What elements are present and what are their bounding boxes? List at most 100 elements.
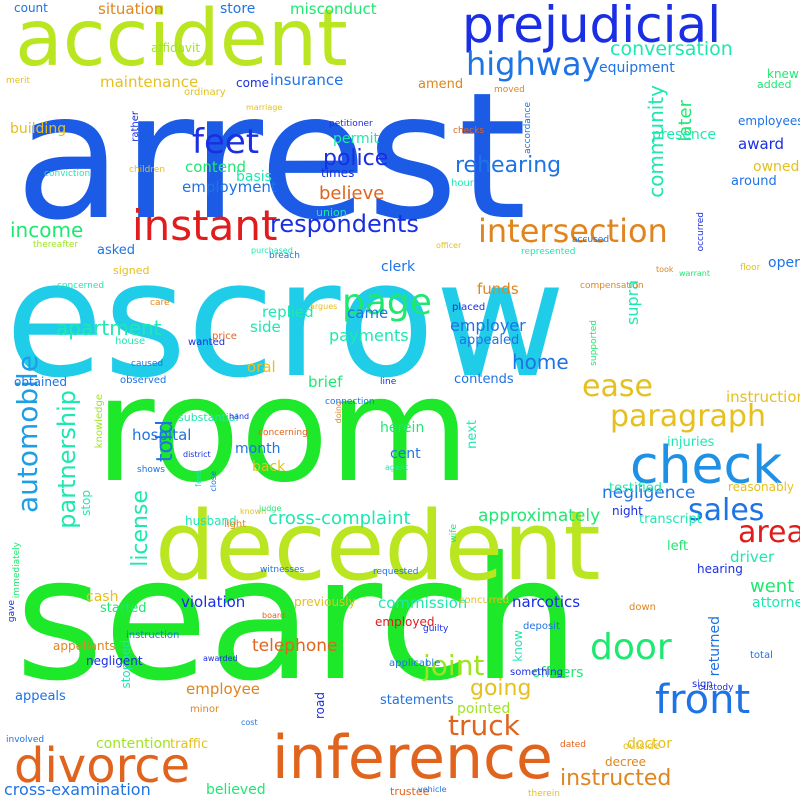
cloud-word: returned [707,616,723,677]
cloud-word: cost [241,718,258,727]
cloud-word: count [14,1,48,15]
cloud-word: intersection [478,212,668,250]
cloud-word: deposit [523,621,560,632]
cloud-word: sign [692,679,713,690]
cloud-word: vehicle [418,785,447,794]
cloud-word: union [316,206,347,219]
cloud-word: placed [452,302,486,313]
cloud-word: warrant [679,269,710,278]
cloud-word: employee [186,680,261,698]
cloud-word: operation [768,255,800,271]
cloud-word: believed [206,782,266,798]
cloud-word: wife [449,524,459,543]
cloud-word: light [224,519,247,530]
cloud-word: paragraph [610,399,766,434]
cloud-word: home [512,350,569,374]
cloud-word: accident [15,0,348,84]
cloud-word: hand [229,412,250,421]
cloud-word: substantial [178,411,239,424]
cloud-word: instructions [726,388,800,406]
cloud-word: board [262,611,286,620]
cloud-word: custody [698,683,734,693]
cloud-word: testified [609,481,663,496]
cloud-word: therein [528,789,561,799]
cloud-word: accused [572,235,610,245]
cloud-word: stop [79,490,93,516]
cloud-word: concerning [258,428,308,438]
cloud-word: connection [325,397,375,407]
cloud-word: times [321,166,355,180]
cloud-word: rehearing [455,153,562,178]
cloud-word: contention [96,736,171,752]
cloud-word: reasonably [728,480,795,494]
cloud-word: equipment [599,60,675,76]
cloud-word: started [100,601,147,616]
cloud-word: contend [185,158,247,176]
cloud-word: joint [423,649,485,682]
cloud-word: merit [6,76,31,86]
cloud-word: known [240,507,267,516]
cloud-word: insurance [270,71,344,89]
cloud-word: injuries [667,435,715,450]
cloud-word: observed [120,375,167,386]
cloud-word: search [15,521,580,719]
cloud-word: hearing [697,562,743,576]
cloud-word: store [220,1,256,17]
cloud-word: obtained [14,375,67,389]
cloud-word: permit [333,131,380,147]
cloud-word: employer [450,316,526,335]
cloud-word: conviction [44,169,91,179]
cloud-word: prejudicial [462,0,722,54]
cloud-word: cent [390,446,421,462]
cloud-word: came [347,304,389,322]
cloud-word: hour [451,178,474,189]
cloud-word: appellants [53,639,116,653]
cloud-word: awarded [203,654,238,663]
cloud-word: traffic [170,737,209,752]
cloud-word: employed [375,615,435,629]
cloud-word: shows [137,465,165,475]
cloud-word: instruction [126,630,180,641]
cloud-word: building [10,121,67,137]
cloud-word: concurred [459,595,510,606]
cloud-word: signed [113,264,150,277]
cloud-word: checks [453,126,485,136]
cloud-word: highway [466,45,601,83]
cloud-word: come [236,76,270,90]
cloud-word: room [95,346,471,515]
cloud-word: previously [294,595,356,609]
cloud-word: transcript [639,512,702,527]
cloud-word: concerned [57,281,105,291]
cloud-word: check [630,436,783,496]
cloud-word: month [235,441,281,457]
cloud-word: fees [194,470,203,487]
cloud-word: purchased [251,246,293,255]
cloud-word: going [470,676,532,701]
cloud-word: immediately [12,542,22,599]
cloud-word: herein [380,420,425,436]
cloud-word: escrow [5,226,566,413]
cloud-word: instant [132,201,278,250]
cloud-word: supported [589,320,599,366]
cloud-word: negligent [86,654,143,668]
cloud-word: presence [652,127,717,143]
cloud-word: breach [269,251,300,261]
cloud-word: back [252,459,286,475]
cloud-word: truck [448,709,520,742]
cloud-word: went [750,576,795,597]
cloud-word: witnesses [260,565,305,575]
cloud-word: decedent [155,492,601,602]
cloud-word: owned [753,159,800,175]
cloud-word: hospital [132,426,192,444]
cloud-word: ease [582,369,653,404]
cloud-word: moved [494,85,525,95]
cloud-word: trustee [390,785,430,798]
cloud-word: officers [532,665,584,681]
cloud-word: maintenance [100,73,199,91]
cloud-word: award [738,135,785,153]
cloud-word: house [115,336,146,347]
cloud-word: added [757,78,792,91]
cloud-word: petitioner [329,119,373,129]
cloud-word: close [209,471,218,492]
